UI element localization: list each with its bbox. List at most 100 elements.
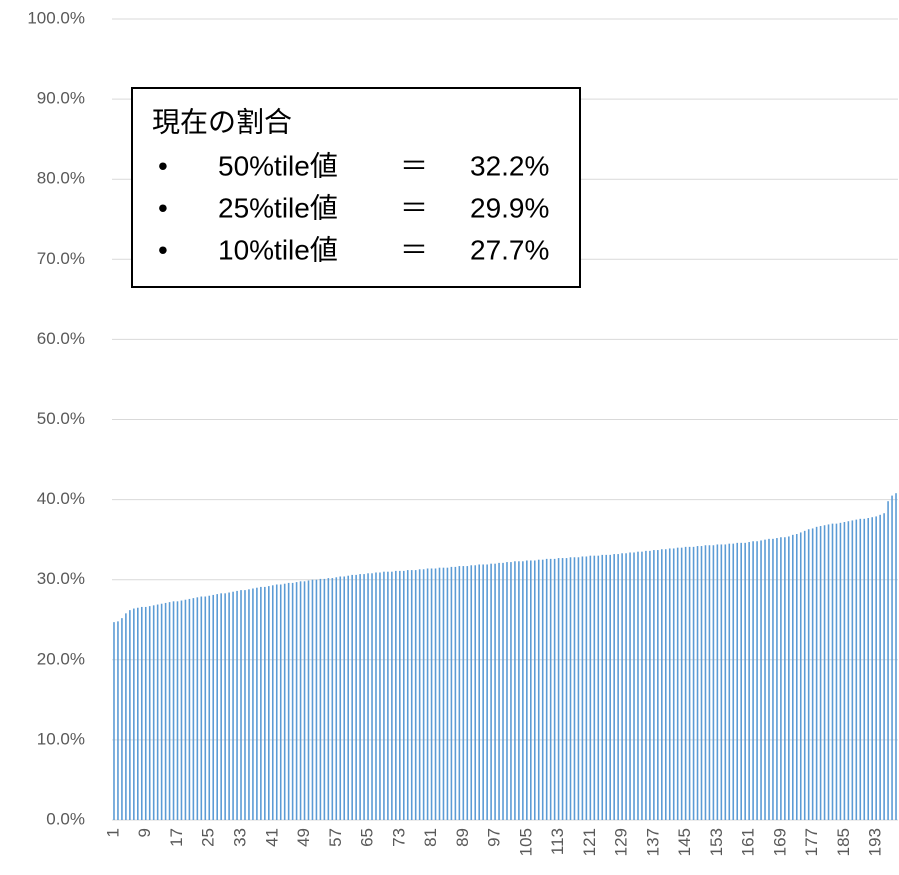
legend-title: 現在の割合 — [152, 106, 292, 137]
bar — [795, 534, 798, 820]
bar — [152, 605, 155, 820]
bar — [680, 547, 683, 820]
x-tick-label: 57 — [326, 828, 345, 847]
bar — [379, 572, 381, 820]
bar — [712, 545, 715, 820]
bar — [879, 514, 881, 820]
bar — [418, 569, 421, 820]
bar — [561, 558, 564, 820]
bar — [553, 558, 556, 820]
x-tick-label: 161 — [739, 828, 758, 856]
bar — [541, 559, 544, 820]
bar — [160, 603, 163, 820]
x-tick-label: 1 — [103, 828, 122, 837]
legend-frame — [131, 87, 581, 288]
bar — [788, 536, 790, 820]
bar — [633, 552, 635, 820]
bar — [414, 570, 417, 820]
bar — [653, 550, 655, 820]
bar — [645, 550, 647, 820]
bar — [569, 557, 572, 820]
bar — [256, 587, 258, 820]
bar — [196, 597, 199, 820]
bar — [232, 591, 234, 820]
bar — [573, 557, 576, 820]
bar — [855, 519, 858, 820]
bar — [164, 602, 167, 820]
bar — [740, 542, 742, 820]
bar — [696, 546, 699, 820]
y-tick-label: 90.0% — [37, 89, 85, 108]
x-tick-label: 89 — [453, 828, 472, 847]
bar — [617, 554, 619, 820]
bar — [807, 529, 810, 820]
y-tick-label: 0.0% — [46, 809, 85, 828]
bar — [327, 578, 330, 820]
bar — [391, 571, 393, 820]
bar — [641, 551, 643, 820]
legend-eq: ＝ — [400, 150, 428, 181]
y-tick-label: 50.0% — [37, 409, 85, 428]
bar — [287, 582, 290, 820]
bar — [208, 595, 211, 820]
bar — [434, 568, 437, 820]
bar — [470, 565, 473, 820]
x-tick-label: 41 — [262, 828, 281, 847]
x-tick-label: 17 — [167, 828, 186, 847]
bar — [347, 575, 349, 820]
bar — [486, 564, 488, 820]
bar — [589, 555, 592, 820]
bar — [260, 586, 262, 820]
legend-value: 32.2% — [470, 150, 549, 181]
bar — [692, 546, 695, 820]
bar — [704, 545, 707, 820]
bar — [295, 582, 298, 820]
bar — [311, 579, 314, 820]
bar — [502, 562, 504, 820]
bar — [819, 526, 822, 820]
bar — [200, 596, 203, 820]
bar — [410, 570, 413, 820]
x-tick-label: 177 — [802, 828, 821, 856]
bar — [851, 520, 854, 820]
bar — [450, 566, 453, 820]
bar — [383, 571, 385, 820]
bar — [399, 570, 401, 820]
bar — [526, 560, 528, 820]
bar — [446, 567, 449, 820]
x-tick-label: 97 — [485, 828, 504, 847]
bar — [363, 574, 365, 820]
bar — [799, 532, 802, 820]
bar — [736, 542, 739, 820]
bar — [188, 598, 191, 820]
bar — [613, 554, 615, 820]
x-tick-label: 49 — [294, 828, 313, 847]
bar — [621, 553, 623, 820]
bar — [867, 518, 870, 820]
bar — [458, 566, 461, 820]
legend-label: 10%tile値 — [218, 234, 338, 265]
bar — [367, 573, 369, 820]
bar — [720, 544, 723, 820]
bar — [593, 555, 596, 820]
bar — [533, 560, 536, 820]
bar — [577, 557, 580, 820]
bar — [728, 543, 731, 820]
bar — [264, 586, 266, 820]
bar — [430, 568, 433, 820]
x-tick-label: 73 — [389, 828, 408, 847]
bar — [597, 555, 600, 820]
x-tick-label: 129 — [612, 828, 631, 856]
bar — [244, 590, 246, 820]
bar — [811, 528, 814, 820]
bar — [664, 549, 667, 820]
bar — [299, 581, 302, 820]
bar — [343, 576, 346, 820]
bar — [518, 561, 520, 820]
bar — [760, 540, 762, 820]
bar — [359, 574, 361, 820]
bar — [140, 606, 143, 820]
bar — [125, 613, 127, 820]
bar — [498, 562, 500, 820]
bar — [565, 558, 568, 820]
